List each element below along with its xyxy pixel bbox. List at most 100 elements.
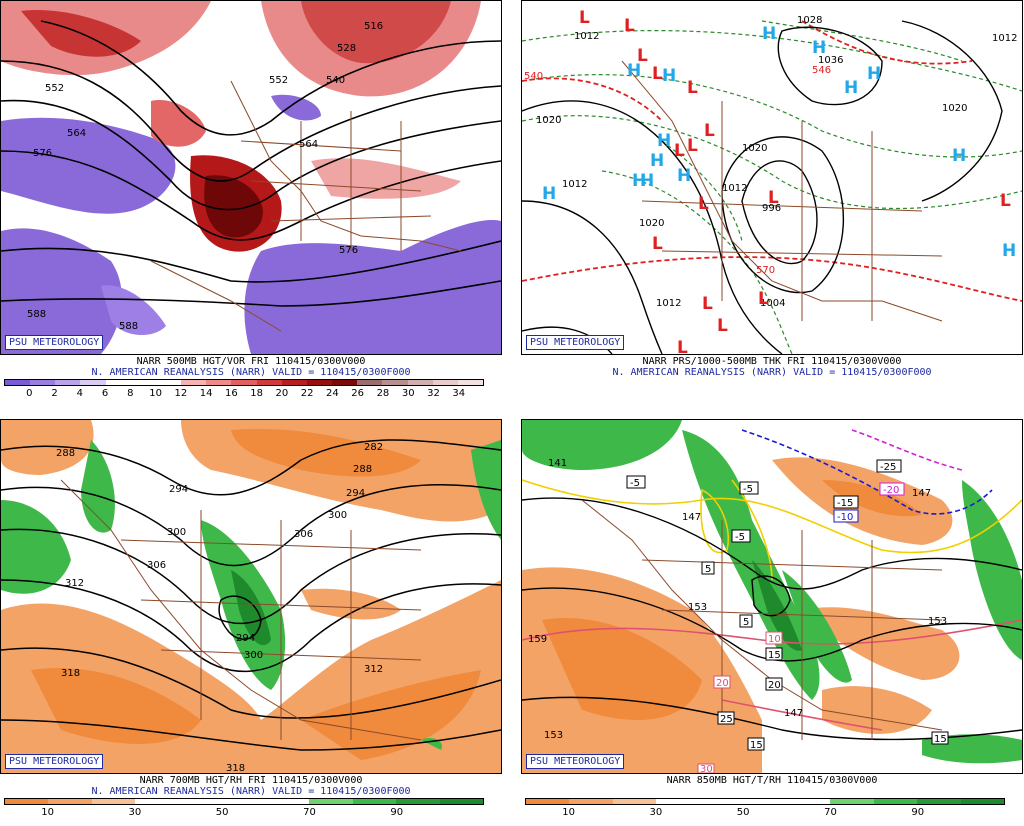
svg-text:L: L: [758, 289, 769, 309]
colorbar-swatch: [332, 380, 358, 385]
colorbar-swatch: [309, 799, 353, 804]
colorbar-tick-label: 4: [76, 388, 83, 399]
contour-label: 588: [27, 309, 46, 320]
temp-label: 15: [768, 650, 781, 661]
colorbar-tick-label: 12: [174, 388, 188, 399]
colorbar-swatch: [457, 380, 483, 385]
temp-label: -5: [630, 478, 640, 489]
colorbar-swatch: [526, 799, 570, 804]
colorbar-tick-label: 50: [736, 807, 750, 818]
high-pressure-markers: HHH HH H HHH HHH HH: [542, 24, 1016, 261]
temp-label: -20: [883, 485, 899, 496]
svg-text:L: L: [674, 141, 685, 161]
svg-text:L: L: [1000, 191, 1011, 211]
psu-meteorology-badge: PSU METEOROLOGY: [5, 754, 104, 769]
height-label: 147: [682, 512, 701, 523]
svg-text:H: H: [632, 171, 646, 191]
contour-label: 588: [119, 321, 138, 332]
isobar-label: 1012: [992, 33, 1017, 44]
colorbar-swatch: [231, 380, 257, 385]
colorbar-swatch: [656, 799, 700, 804]
rh-colorbar: [4, 798, 484, 805]
colorbar-swatch: [960, 799, 1004, 804]
svg-text:H: H: [867, 64, 881, 84]
height-label: 159: [528, 634, 547, 645]
contour-label: 306: [147, 560, 166, 571]
temp-label: 20: [768, 680, 781, 691]
colorbar-swatch: [55, 380, 81, 385]
contour-label: 528: [337, 43, 356, 54]
colorbar-swatch: [265, 799, 310, 804]
svg-text:H: H: [1002, 241, 1016, 261]
svg-text:H: H: [677, 166, 691, 186]
colorbar-swatch: [306, 380, 333, 385]
colorbar-swatch: [91, 799, 136, 804]
colorbar-tick-label: 6: [101, 388, 109, 399]
isobar-label: 1012: [722, 183, 747, 194]
svg-text:L: L: [624, 16, 635, 36]
height-label: 153: [544, 730, 563, 741]
temp-label: -10: [837, 512, 853, 523]
temp-label: 25: [720, 714, 733, 725]
height-label: 141: [548, 458, 567, 469]
colorbar-swatch: [569, 799, 613, 804]
pressure-map: 1012 1028 1036 1020 1020 1012 1020 1012 …: [521, 0, 1023, 355]
colorbar-swatch: [48, 799, 92, 804]
colorbar-tick-label: 70: [303, 807, 316, 818]
colorbar-swatch: [396, 799, 440, 804]
temp-label: -15: [837, 498, 853, 509]
colorbar-swatch: [743, 799, 787, 804]
contour-label: 540: [326, 75, 345, 86]
svg-text:H: H: [627, 61, 641, 81]
svg-text:L: L: [687, 78, 698, 98]
svg-text:H: H: [952, 146, 966, 166]
temp-label: 30: [700, 764, 713, 773]
caption-line-1: NARR 700MB HGT/RH FRI 110415/0300V000: [139, 775, 363, 786]
colorbar-tick-label: 8: [127, 388, 134, 399]
colorbar-swatch: [135, 799, 179, 804]
caption-line-1: NARR 500MB HGT/VOR FRI 110415/0300V000: [136, 356, 366, 367]
isobar-label: 1020: [942, 103, 967, 114]
height-label: 153: [688, 602, 707, 613]
contour-label: 300: [328, 510, 347, 521]
colorbar-tick-label: 28: [376, 388, 390, 399]
vorticity-map: 516 528 540 552 564 576 564 552 576 588 …: [0, 0, 502, 355]
colorbar-swatch: [917, 799, 961, 804]
colorbar-swatch: [439, 799, 483, 804]
colorbar-tick-label: 34: [452, 388, 466, 399]
contour-label: 288: [56, 448, 75, 459]
colorbar-swatch: [382, 380, 408, 385]
isobar-label: 1012: [562, 179, 587, 190]
svg-text:H: H: [650, 151, 664, 171]
isobar-label: 1020: [742, 143, 767, 154]
colorbar-tick-label: 32: [427, 388, 440, 399]
svg-text:L: L: [652, 64, 663, 84]
svg-text:L: L: [702, 294, 713, 314]
colorbar-tick-label: 30: [649, 807, 663, 818]
t850-map: 141 147 147 153 159 153 153 147 -25 -20 …: [521, 419, 1023, 774]
contour-label: 312: [65, 578, 84, 589]
temp-label: 15: [934, 734, 947, 745]
contour-label: 306: [294, 529, 313, 540]
contour-label: 564: [67, 128, 86, 139]
height-label: 147: [784, 708, 803, 719]
colorbar-tick-label: 30: [128, 807, 142, 818]
colorbar-swatch: [222, 799, 266, 804]
colorbar-tick-label: 18: [250, 388, 263, 399]
colorbar-swatch: [256, 380, 282, 385]
colorbar-swatch: [699, 799, 744, 804]
contour-label: 576: [33, 148, 52, 159]
isobar-label: 1012: [574, 31, 599, 42]
contour-label: 294: [169, 484, 188, 495]
svg-text:H: H: [662, 66, 676, 86]
psu-meteorology-badge: PSU METEOROLOGY: [526, 754, 625, 769]
temp-label: -25: [880, 462, 896, 473]
colorbar-swatch: [407, 380, 433, 385]
temp-label: -5: [735, 532, 745, 543]
contour-label: 516: [364, 21, 383, 32]
caption-line-1: NARR PRS/1000-500MB THK FRI 110415/0300V…: [642, 356, 902, 367]
colorbar-tick-label: 90: [911, 807, 925, 818]
colorbar-swatch: [786, 799, 831, 804]
colorbar-swatch: [5, 799, 49, 804]
colorbar-swatch: [830, 799, 874, 804]
